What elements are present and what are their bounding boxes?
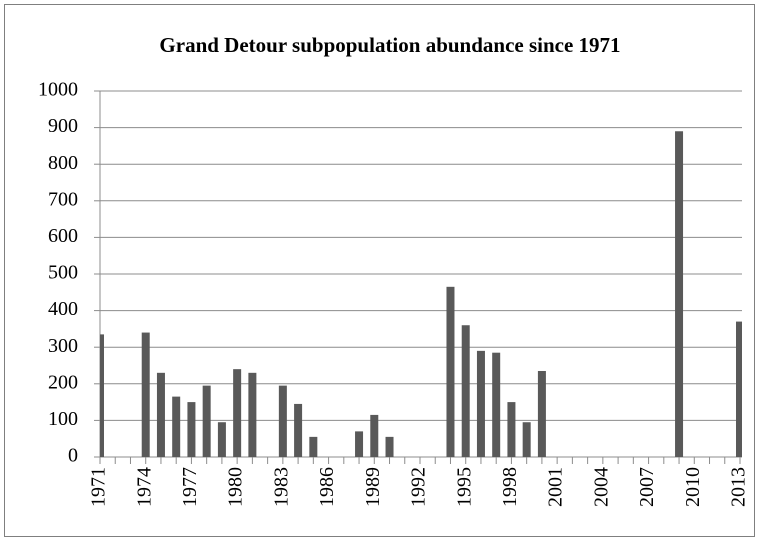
bar xyxy=(507,402,516,457)
bar xyxy=(294,403,303,457)
bar xyxy=(187,402,196,457)
y-tick-label: 600 xyxy=(48,225,78,247)
x-tick-label: 2004 xyxy=(590,467,612,507)
y-tick-label: 100 xyxy=(48,408,78,430)
bar xyxy=(537,370,546,457)
bar xyxy=(476,350,485,457)
x-tick-label: 1989 xyxy=(362,467,384,507)
bar xyxy=(736,321,742,457)
labels: 0 100 200 300 400 500 600 700 800 900 1000 1971 1974… xyxy=(38,79,750,507)
y-tick-label: 1000 xyxy=(38,79,78,101)
y-tick-label: 900 xyxy=(48,115,78,137)
y-tick-label: 700 xyxy=(48,188,78,210)
x-tick-label: 2007 xyxy=(636,467,658,507)
bar xyxy=(309,436,318,457)
x-tick-label: 2013 xyxy=(728,467,750,507)
y-tick-label: 200 xyxy=(48,371,78,393)
x-tick-label: 1977 xyxy=(179,467,201,507)
x-tick-label: 2010 xyxy=(682,467,704,507)
bar xyxy=(172,396,181,457)
x-tick-label: 1998 xyxy=(499,467,521,507)
x-tick-label: 2001 xyxy=(545,467,567,507)
x-tick-label: 1971 xyxy=(88,467,110,507)
bar xyxy=(141,332,150,457)
chart-frame xyxy=(4,4,755,537)
x-tick-label: 1995 xyxy=(453,467,475,507)
bar xyxy=(217,422,226,457)
bar xyxy=(522,422,531,457)
bar xyxy=(446,286,455,457)
y-tick-label: 0 xyxy=(68,445,78,467)
y-tick-label: 300 xyxy=(48,335,78,357)
bar xyxy=(156,372,165,457)
bar xyxy=(278,385,287,457)
bar xyxy=(370,414,379,457)
x-tick-label: 1983 xyxy=(270,467,292,507)
bar xyxy=(461,325,470,457)
y-tick-label: 400 xyxy=(48,298,78,320)
y-tick-label: 800 xyxy=(48,152,78,174)
bar xyxy=(675,131,684,457)
bar xyxy=(233,369,242,457)
chart-title: Grand Detour subpopulation abundance sin… xyxy=(159,33,620,57)
bar xyxy=(100,334,104,457)
bar xyxy=(492,352,501,457)
x-tick-label: 1992 xyxy=(408,467,430,507)
bar xyxy=(202,385,211,457)
x-tick-label: 1974 xyxy=(133,467,155,507)
bar xyxy=(385,436,394,457)
x-tick-label: 1986 xyxy=(316,467,338,507)
bar xyxy=(248,372,257,457)
y-tick-label: 500 xyxy=(48,262,78,284)
bars xyxy=(100,131,742,457)
x-tick-label: 1980 xyxy=(225,467,247,507)
bar xyxy=(355,431,364,457)
